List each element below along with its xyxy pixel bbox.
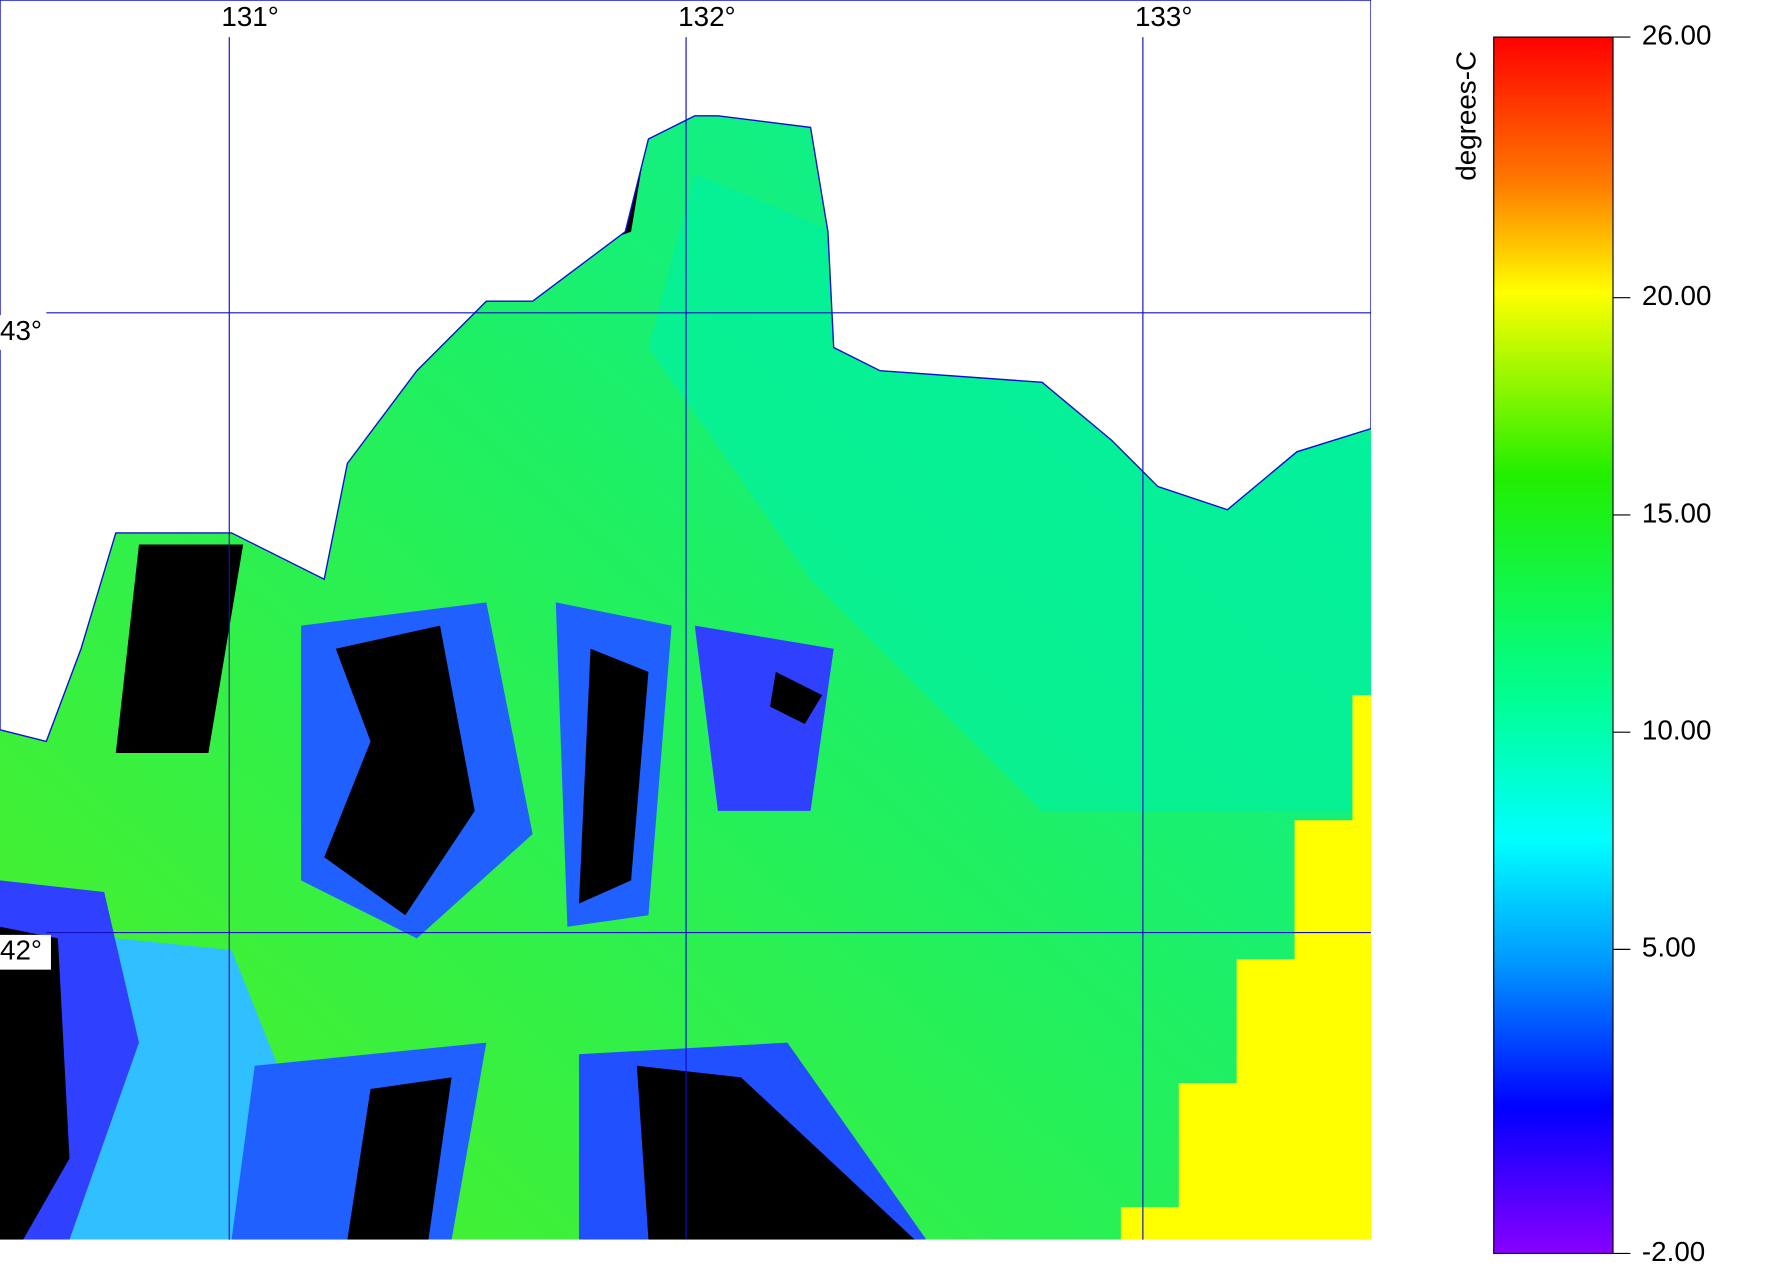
colorbar-tick-label: 20.00 [1642, 280, 1712, 311]
colorbar-tick-label: -2.00 [1642, 1236, 1705, 1267]
colorbar [1493, 36, 1614, 1255]
lon-label: 133° [1135, 1, 1192, 32]
colorbar-title: degrees-C [1451, 51, 1482, 181]
colorbar-tick-label: 15.00 [1642, 497, 1712, 528]
lat-label: 43° [0, 315, 42, 346]
colorbar-tick-label: 26.00 [1642, 19, 1712, 50]
lon-label: 131° [221, 1, 278, 32]
colorbar-tick-label: 10.00 [1642, 714, 1712, 745]
lat-label: 42° [0, 935, 42, 966]
colorbar-tick-label: 5.00 [1642, 932, 1696, 963]
lat-label-bg [0, 934, 51, 970]
lat-label-bg [0, 315, 51, 350]
lon-label: 132° [678, 1, 735, 32]
